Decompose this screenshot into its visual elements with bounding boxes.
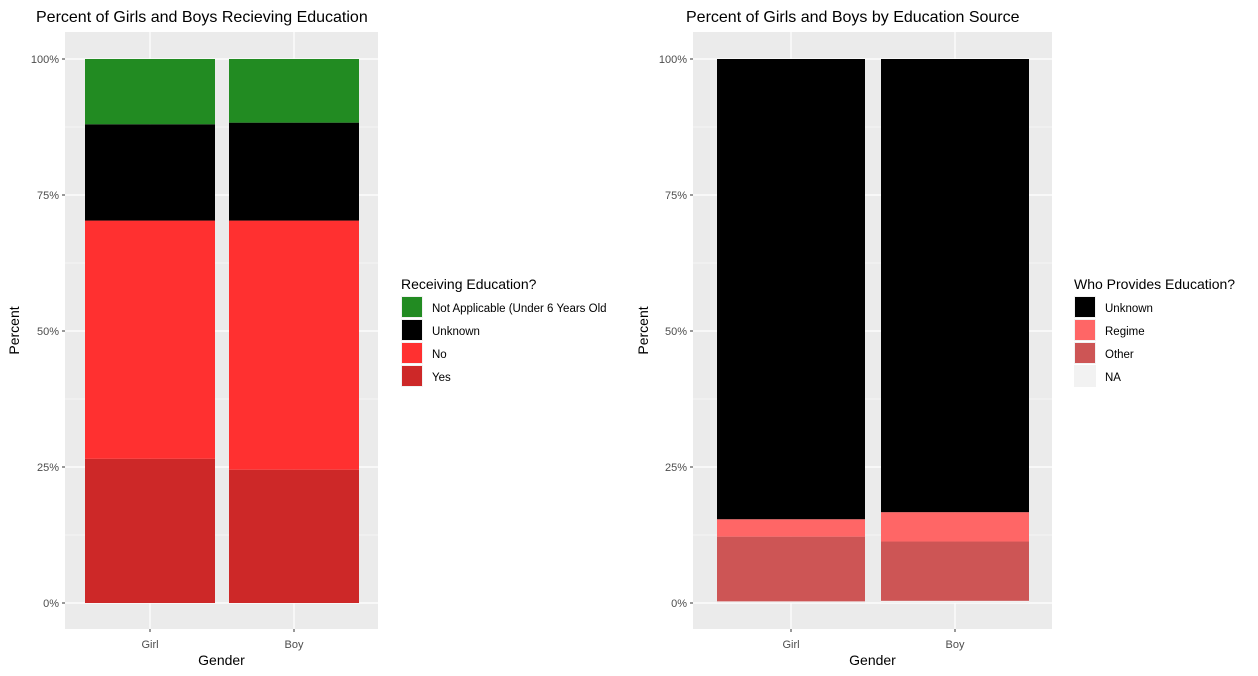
chart-title: Percent of Girls and Boys by Education S… <box>686 9 1020 26</box>
bar-segment-girl-other <box>717 536 865 602</box>
legend-entry-label: No <box>432 349 447 361</box>
bar-segment-boy-unknown <box>229 122 359 221</box>
x-tick-label: Girl <box>782 639 799 651</box>
legend-key <box>402 297 422 317</box>
legend-title: Who Provides Education? <box>1074 276 1235 292</box>
legend-entry-label: NA <box>1105 372 1121 384</box>
y-axis-label: Percent <box>6 306 22 354</box>
x-axis-label: Gender <box>198 652 245 668</box>
legend-key <box>1075 320 1095 340</box>
legend: Receiving Education? Not Applicable (Unde… <box>401 276 607 387</box>
legend-entry-label: Yes <box>432 372 451 384</box>
chart-title: Percent of Girls and Boys Recieving Educ… <box>36 9 368 26</box>
bar-segment-girl-yes <box>85 458 215 603</box>
y-tick-label: 50% <box>665 326 687 338</box>
bar-segment-girl-unknown <box>85 124 215 221</box>
legend-key <box>1075 343 1095 363</box>
x-tick-label: Boy <box>285 639 304 651</box>
legend-key <box>1075 297 1095 317</box>
bar-segment-boy-other <box>881 541 1029 601</box>
legend-key <box>402 366 422 386</box>
bar-segment-girl-unknown <box>717 59 865 520</box>
bar-segment-girl-no <box>85 220 215 459</box>
bar-segment-boy-yes <box>229 469 359 603</box>
legend-entry-label: Unknown <box>432 326 480 338</box>
bar-segment-boy-not-applicable-under-6-years-old <box>229 59 359 123</box>
legend-title: Receiving Education? <box>401 276 537 292</box>
legend-key <box>1075 366 1095 386</box>
legend-entry-label: Not Applicable (Under 6 Years Old <box>432 303 607 315</box>
bar-segment-girl-na <box>717 601 865 603</box>
legend-key <box>402 320 422 340</box>
y-axis-label: Percent <box>635 306 651 354</box>
chart-2: Percent of Girls and Boys by Education S… <box>635 9 1235 668</box>
x-tick-label: Girl <box>141 639 158 651</box>
bar-segment-girl-regime <box>717 519 865 537</box>
y-tick-label: 50% <box>37 326 59 338</box>
x-tick-label: Boy <box>946 639 965 651</box>
legend-entry-label: Other <box>1105 349 1134 361</box>
legend-entry-label: Regime <box>1105 326 1145 338</box>
y-tick-label: 25% <box>37 462 59 474</box>
legend-key <box>402 343 422 363</box>
x-axis-label: Gender <box>849 652 896 668</box>
y-tick-label: 100% <box>31 54 59 66</box>
y-tick-label: 100% <box>659 54 687 66</box>
bar-segment-boy-unknown <box>881 59 1029 513</box>
bar-segment-girl-not-applicable-under-6-years-old <box>85 59 215 125</box>
y-tick-label: 25% <box>665 462 687 474</box>
y-tick-label: 0% <box>43 598 59 610</box>
legend-entry-label: Unknown <box>1105 303 1153 315</box>
bar-segment-boy-regime <box>881 512 1029 542</box>
y-tick-label: 75% <box>37 190 59 202</box>
chart-1: Percent of Girls and Boys Recieving Educ… <box>6 9 607 668</box>
y-tick-label: 0% <box>671 598 687 610</box>
y-tick-label: 75% <box>665 190 687 202</box>
bar-segment-boy-no <box>229 220 359 470</box>
legend: Who Provides Education? Unknown Regime Othe… <box>1074 276 1235 387</box>
bar-segment-boy-na <box>881 600 1029 603</box>
